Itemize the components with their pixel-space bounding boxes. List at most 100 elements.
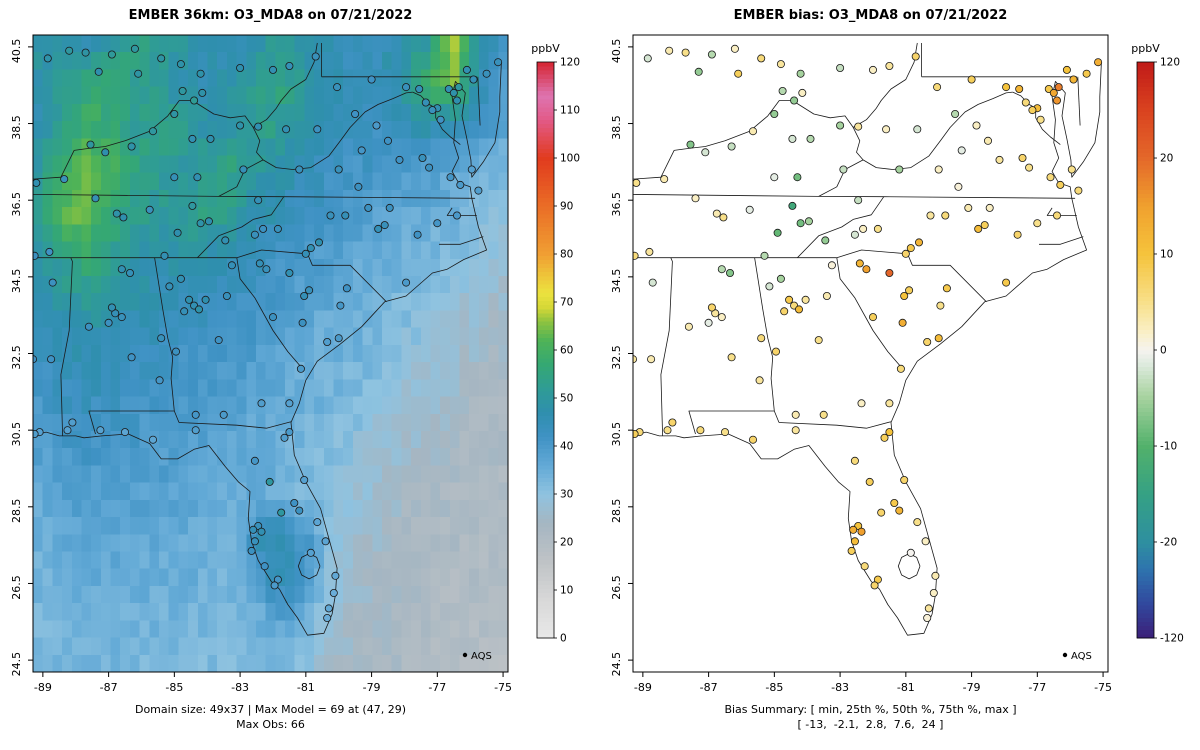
x-tick-label: -77: [1028, 681, 1046, 694]
station-dot: [236, 121, 245, 130]
station-dot: [134, 69, 143, 78]
station-dot: [334, 165, 343, 174]
station-dot: [342, 284, 351, 293]
station-dot: [727, 142, 736, 151]
y-tick-label: 28.5: [610, 499, 623, 524]
station-dot: [247, 546, 256, 555]
station-dot: [914, 238, 923, 247]
y-tick-label: 38.5: [10, 115, 23, 140]
station-dot: [905, 286, 914, 295]
station-dot: [331, 571, 340, 580]
station-dot: [1056, 180, 1065, 189]
station-dot: [160, 251, 169, 260]
station-dot: [469, 75, 478, 84]
boundary-line: [818, 127, 864, 197]
station-dot: [313, 125, 322, 134]
station-dot: [707, 303, 716, 312]
station-dot: [33, 251, 39, 260]
x-axis: -89 -87 -85 -83 -81 -79 -77 -75: [34, 672, 512, 694]
station-dot: [776, 274, 785, 283]
station-dot: [107, 50, 116, 59]
station-dot: [1052, 211, 1061, 220]
boundary-line: [197, 196, 285, 258]
station-dot: [804, 217, 813, 226]
station-dot: [929, 589, 938, 598]
station-dot: [354, 182, 363, 191]
model-map-layer: [33, 35, 508, 672]
y-tick-label: 34.5: [610, 269, 623, 294]
station-dot: [47, 355, 56, 364]
station-dot: [1094, 58, 1103, 67]
station-dot: [788, 201, 797, 210]
station-dot: [796, 69, 805, 78]
y-tick-label: 26.5: [10, 575, 23, 600]
boundary-line: [778, 421, 892, 429]
station-dot: [906, 548, 915, 557]
y-tick-label: 36.5: [610, 192, 623, 217]
station-dot: [372, 121, 381, 130]
station-dot: [633, 430, 639, 438]
bias-map-layer: [633, 42, 1103, 636]
colorbar-tick-label: 90: [560, 201, 573, 213]
station-dot: [323, 337, 332, 346]
station-dot: [668, 418, 677, 427]
station-dot: [717, 265, 726, 274]
station-dot: [647, 355, 656, 364]
station-dot: [262, 265, 271, 274]
y-tick-label: 26.5: [610, 575, 623, 600]
station-dot: [273, 224, 282, 233]
x-tick-label: -85: [765, 681, 783, 694]
station-dot: [367, 75, 376, 84]
station-dot: [870, 581, 879, 590]
station-dot: [814, 336, 823, 345]
boundary-line: [477, 76, 481, 126]
station-dot: [694, 67, 703, 76]
station-dot: [249, 525, 258, 534]
station-dot: [306, 548, 315, 557]
station-dot: [290, 498, 299, 507]
station-dot: [882, 125, 891, 134]
station-dot: [415, 85, 424, 94]
station-dot: [127, 353, 136, 362]
station-dot: [785, 295, 794, 304]
model-map-title: EMBER 36km: O3_MDA8 on 07/21/2022: [128, 8, 413, 23]
station-dot: [306, 244, 315, 253]
y-tick-label: 28.5: [10, 499, 23, 524]
x-tick-label: -83: [231, 681, 249, 694]
panel-bias-map: -89 -87 -85 -83 -81 -79 -77 -75 24.5 26.5 28.5 30.5…: [600, 0, 1200, 750]
station-dot: [104, 318, 113, 327]
boundary-line: [33, 194, 476, 199]
station-dot: [757, 54, 766, 63]
station-dot: [974, 224, 983, 233]
colorbar-tick-label: 110: [560, 105, 580, 117]
station-dot: [191, 410, 200, 419]
station-dot: [145, 205, 154, 214]
station-dot: [178, 87, 187, 96]
station-dot: [236, 64, 245, 73]
aqs-legend-label: AQS: [471, 651, 492, 662]
boundary-line: [754, 257, 775, 412]
station-dot: [748, 127, 757, 136]
y-tick-label: 34.5: [10, 269, 23, 294]
station-dot: [967, 75, 976, 84]
station-dot: [857, 399, 866, 408]
station-dot: [204, 217, 213, 226]
state-boundaries: [33, 42, 502, 636]
station-dot: [176, 60, 185, 69]
x-axis: -89 -87 -85 -83 -81 -79 -77 -75: [634, 672, 1112, 694]
station-dot: [321, 537, 330, 546]
boundary-line: [412, 91, 461, 145]
aqs-legend: AQS: [462, 651, 492, 662]
y-tick-label: 30.5: [10, 422, 23, 447]
station-dot: [776, 60, 785, 69]
x-tick-label: -81: [297, 681, 315, 694]
station-dot: [257, 399, 266, 408]
x-tick-label: -83: [831, 681, 849, 694]
station-dot: [660, 175, 669, 184]
boundary-line: [262, 91, 413, 170]
station-dots: [633, 44, 1103, 623]
y-tick-label: 24.5: [610, 652, 623, 677]
station-dot: [250, 537, 259, 546]
station-dot: [936, 301, 945, 310]
